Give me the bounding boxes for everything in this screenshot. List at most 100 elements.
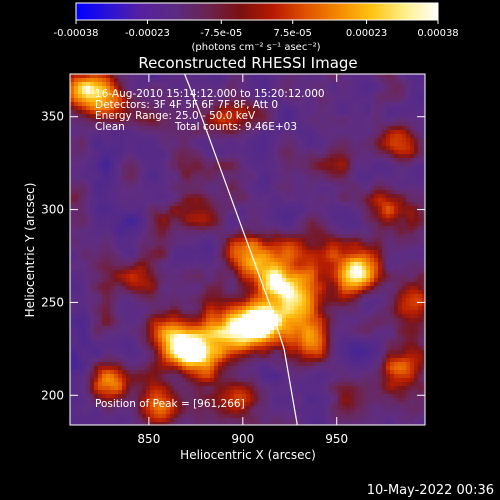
heatmap-cell xyxy=(82,198,87,203)
heatmap-cell xyxy=(422,238,425,243)
heatmap-cell xyxy=(378,182,383,187)
heatmap-cell xyxy=(186,286,191,291)
heatmap-cell xyxy=(154,226,159,231)
heatmap-cell xyxy=(126,274,131,279)
heatmap-cell xyxy=(138,218,143,223)
heatmap-cell xyxy=(134,166,139,171)
heatmap-cell xyxy=(230,262,235,267)
heatmap-cell xyxy=(394,178,399,183)
heatmap-cell xyxy=(270,94,275,99)
heatmap-cell xyxy=(410,126,415,131)
heatmap-cell xyxy=(418,94,423,99)
heatmap-cell xyxy=(198,270,203,275)
heatmap-cell xyxy=(202,170,207,175)
heatmap-cell xyxy=(410,174,415,179)
heatmap-cell xyxy=(258,198,263,203)
heatmap-cell xyxy=(342,118,347,123)
heatmap-cell xyxy=(402,118,407,123)
heatmap-cell xyxy=(114,74,119,79)
heatmap-cell xyxy=(402,234,407,239)
heatmap-cell xyxy=(138,78,143,83)
heatmap-cell xyxy=(398,286,403,291)
heatmap-cell xyxy=(342,250,347,255)
heatmap-cell xyxy=(198,246,203,251)
heatmap-cell xyxy=(254,250,259,255)
heatmap-cell xyxy=(314,258,319,263)
heatmap-cell xyxy=(382,182,387,187)
heatmap-cell xyxy=(274,150,279,155)
heatmap-cell xyxy=(170,102,175,107)
heatmap-cell xyxy=(90,94,95,99)
heatmap-cell xyxy=(134,82,139,87)
heatmap-cell xyxy=(314,294,319,299)
heatmap-cell xyxy=(238,194,243,199)
heatmap-cell xyxy=(130,138,135,143)
heatmap-cell xyxy=(234,186,239,191)
heatmap-cell xyxy=(118,238,123,243)
heatmap-cell xyxy=(130,198,135,203)
heatmap-cell xyxy=(142,234,147,239)
heatmap-cell xyxy=(318,286,323,291)
heatmap-cell xyxy=(398,166,403,171)
heatmap-cell xyxy=(222,102,227,107)
heatmap-cell xyxy=(318,102,323,107)
heatmap-cell xyxy=(202,282,207,287)
heatmap-cell xyxy=(182,122,187,127)
heatmap-cell xyxy=(102,222,107,227)
heatmap-cell xyxy=(218,74,223,79)
heatmap-cell xyxy=(322,274,327,279)
heatmap-cell xyxy=(394,182,399,187)
heatmap-cell xyxy=(294,262,299,267)
heatmap-cell xyxy=(242,250,247,255)
heatmap-cell xyxy=(394,282,399,287)
heatmap-cell xyxy=(86,246,91,251)
heatmap-cell xyxy=(358,134,363,139)
heatmap-cell xyxy=(86,274,91,279)
heatmap-cell xyxy=(162,262,167,267)
heatmap-cell xyxy=(106,210,111,215)
heatmap-cell xyxy=(74,254,79,259)
heatmap-cell xyxy=(334,254,339,259)
heatmap-cell xyxy=(370,166,375,171)
heatmap-cell xyxy=(282,210,287,215)
heatmap-cell xyxy=(206,210,211,215)
heatmap-cell xyxy=(422,146,425,151)
heatmap-cell xyxy=(218,82,223,87)
heatmap-cell xyxy=(206,126,211,131)
heatmap-cell xyxy=(194,242,199,247)
heatmap-cell xyxy=(314,82,319,87)
heatmap-cell xyxy=(106,242,111,247)
heatmap-cell xyxy=(346,274,351,279)
heatmap-cell xyxy=(162,270,167,275)
heatmap-cell xyxy=(178,150,183,155)
heatmap-cell xyxy=(210,258,215,263)
heatmap-cell xyxy=(118,246,123,251)
heatmap-cell xyxy=(170,214,175,219)
heatmap-cell xyxy=(262,162,267,167)
heatmap-cell xyxy=(410,110,415,115)
heatmap-cell xyxy=(338,174,343,179)
heatmap-cell xyxy=(330,218,335,223)
heatmap-cell xyxy=(254,106,259,111)
heatmap-cell xyxy=(278,118,283,123)
heatmap-cell xyxy=(406,126,411,131)
heatmap-cell xyxy=(258,238,263,243)
heatmap-cell xyxy=(350,210,355,215)
heatmap-cell xyxy=(138,246,143,251)
heatmap-cell xyxy=(166,142,171,147)
heatmap-cell xyxy=(94,94,99,99)
heatmap-cell xyxy=(218,130,223,135)
heatmap-cell xyxy=(118,226,123,231)
heatmap-cell xyxy=(258,222,263,227)
heatmap-cell xyxy=(74,118,79,123)
heatmap-cell xyxy=(166,294,171,299)
heatmap-cell xyxy=(170,254,175,259)
heatmap-cell xyxy=(282,226,287,231)
heatmap-cell xyxy=(402,142,407,147)
heatmap-cell xyxy=(182,234,187,239)
heatmap-cell xyxy=(362,294,367,299)
heatmap-cell xyxy=(334,162,339,167)
heatmap-cell xyxy=(174,146,179,151)
heatmap-cell xyxy=(222,246,227,251)
heatmap-cell xyxy=(342,82,347,87)
